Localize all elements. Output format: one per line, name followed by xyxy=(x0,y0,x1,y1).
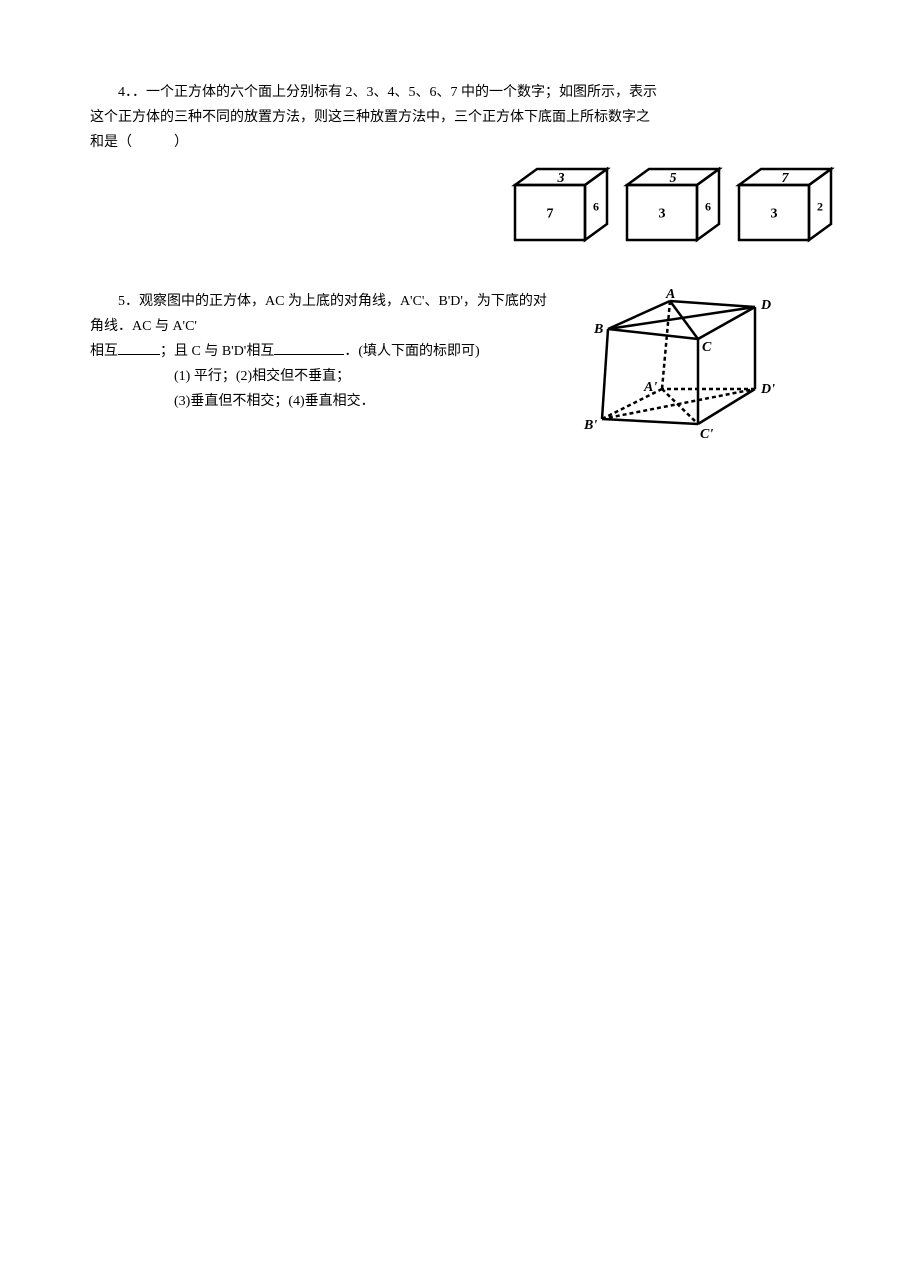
problem5-line2: 相互 ；且 C 与 B'D'相互 ．(填人下面的标即可) xyxy=(90,339,550,364)
cube-3d-diagram: A D B C A' D' B' C' xyxy=(570,289,790,439)
svg-text:2: 2 xyxy=(817,199,823,213)
svg-text:6: 6 xyxy=(705,199,711,213)
options-line2: (3)垂直但不相交；(4)垂直相交． xyxy=(174,389,550,414)
problem4-line1: 4．．一个正方体的六个面上分别标有 2、3、4、5、6、7 中的一个数字；如图所… xyxy=(90,80,830,105)
svg-text:7: 7 xyxy=(782,171,790,186)
problem4-line3: 和是（ ） xyxy=(90,130,830,155)
problem4-line2: 这个正方体的三种不同的放置方法，则这三种放置方法中，三个正方体下底面上所标数字之 xyxy=(90,105,830,130)
problem5-line2-post: ．(填人下面的标即可) xyxy=(344,344,479,359)
blank-2 xyxy=(274,340,344,355)
problem5-line2-pre: 相互 xyxy=(90,344,118,359)
svg-text:A': A' xyxy=(643,380,657,395)
problem5-line2-mid: ；且 C 与 B'D'相互 xyxy=(160,344,274,359)
svg-text:3: 3 xyxy=(557,171,565,186)
svg-text:7: 7 xyxy=(547,206,554,221)
svg-text:5: 5 xyxy=(670,171,677,186)
problem5-line1: 5．观察图中的正方体，AC 为上底的对角线，A'C'、B'D'，为下底的对角线．… xyxy=(90,289,550,339)
svg-text:B': B' xyxy=(583,418,597,433)
svg-text:D: D xyxy=(760,298,771,313)
cubes-diagram: 3 7 6 5 3 6 7 3 2 xyxy=(510,164,850,249)
svg-text:A: A xyxy=(665,289,675,302)
svg-text:D': D' xyxy=(760,382,775,397)
options-line1: (1) 平行；(2)相交但不垂直； xyxy=(174,364,550,389)
svg-text:B: B xyxy=(593,322,603,337)
svg-text:6: 6 xyxy=(593,199,599,213)
svg-text:3: 3 xyxy=(771,206,778,221)
blank-1 xyxy=(118,340,160,355)
svg-text:C': C' xyxy=(700,427,713,439)
problem-4: 4．．一个正方体的六个面上分别标有 2、3、4、5、6、7 中的一个数字；如图所… xyxy=(90,80,830,249)
svg-text:C: C xyxy=(702,340,712,355)
problem-5: 5．观察图中的正方体，AC 为上底的对角线，A'C'、B'D'，为下底的对角线．… xyxy=(90,289,830,415)
svg-text:3: 3 xyxy=(659,206,666,221)
